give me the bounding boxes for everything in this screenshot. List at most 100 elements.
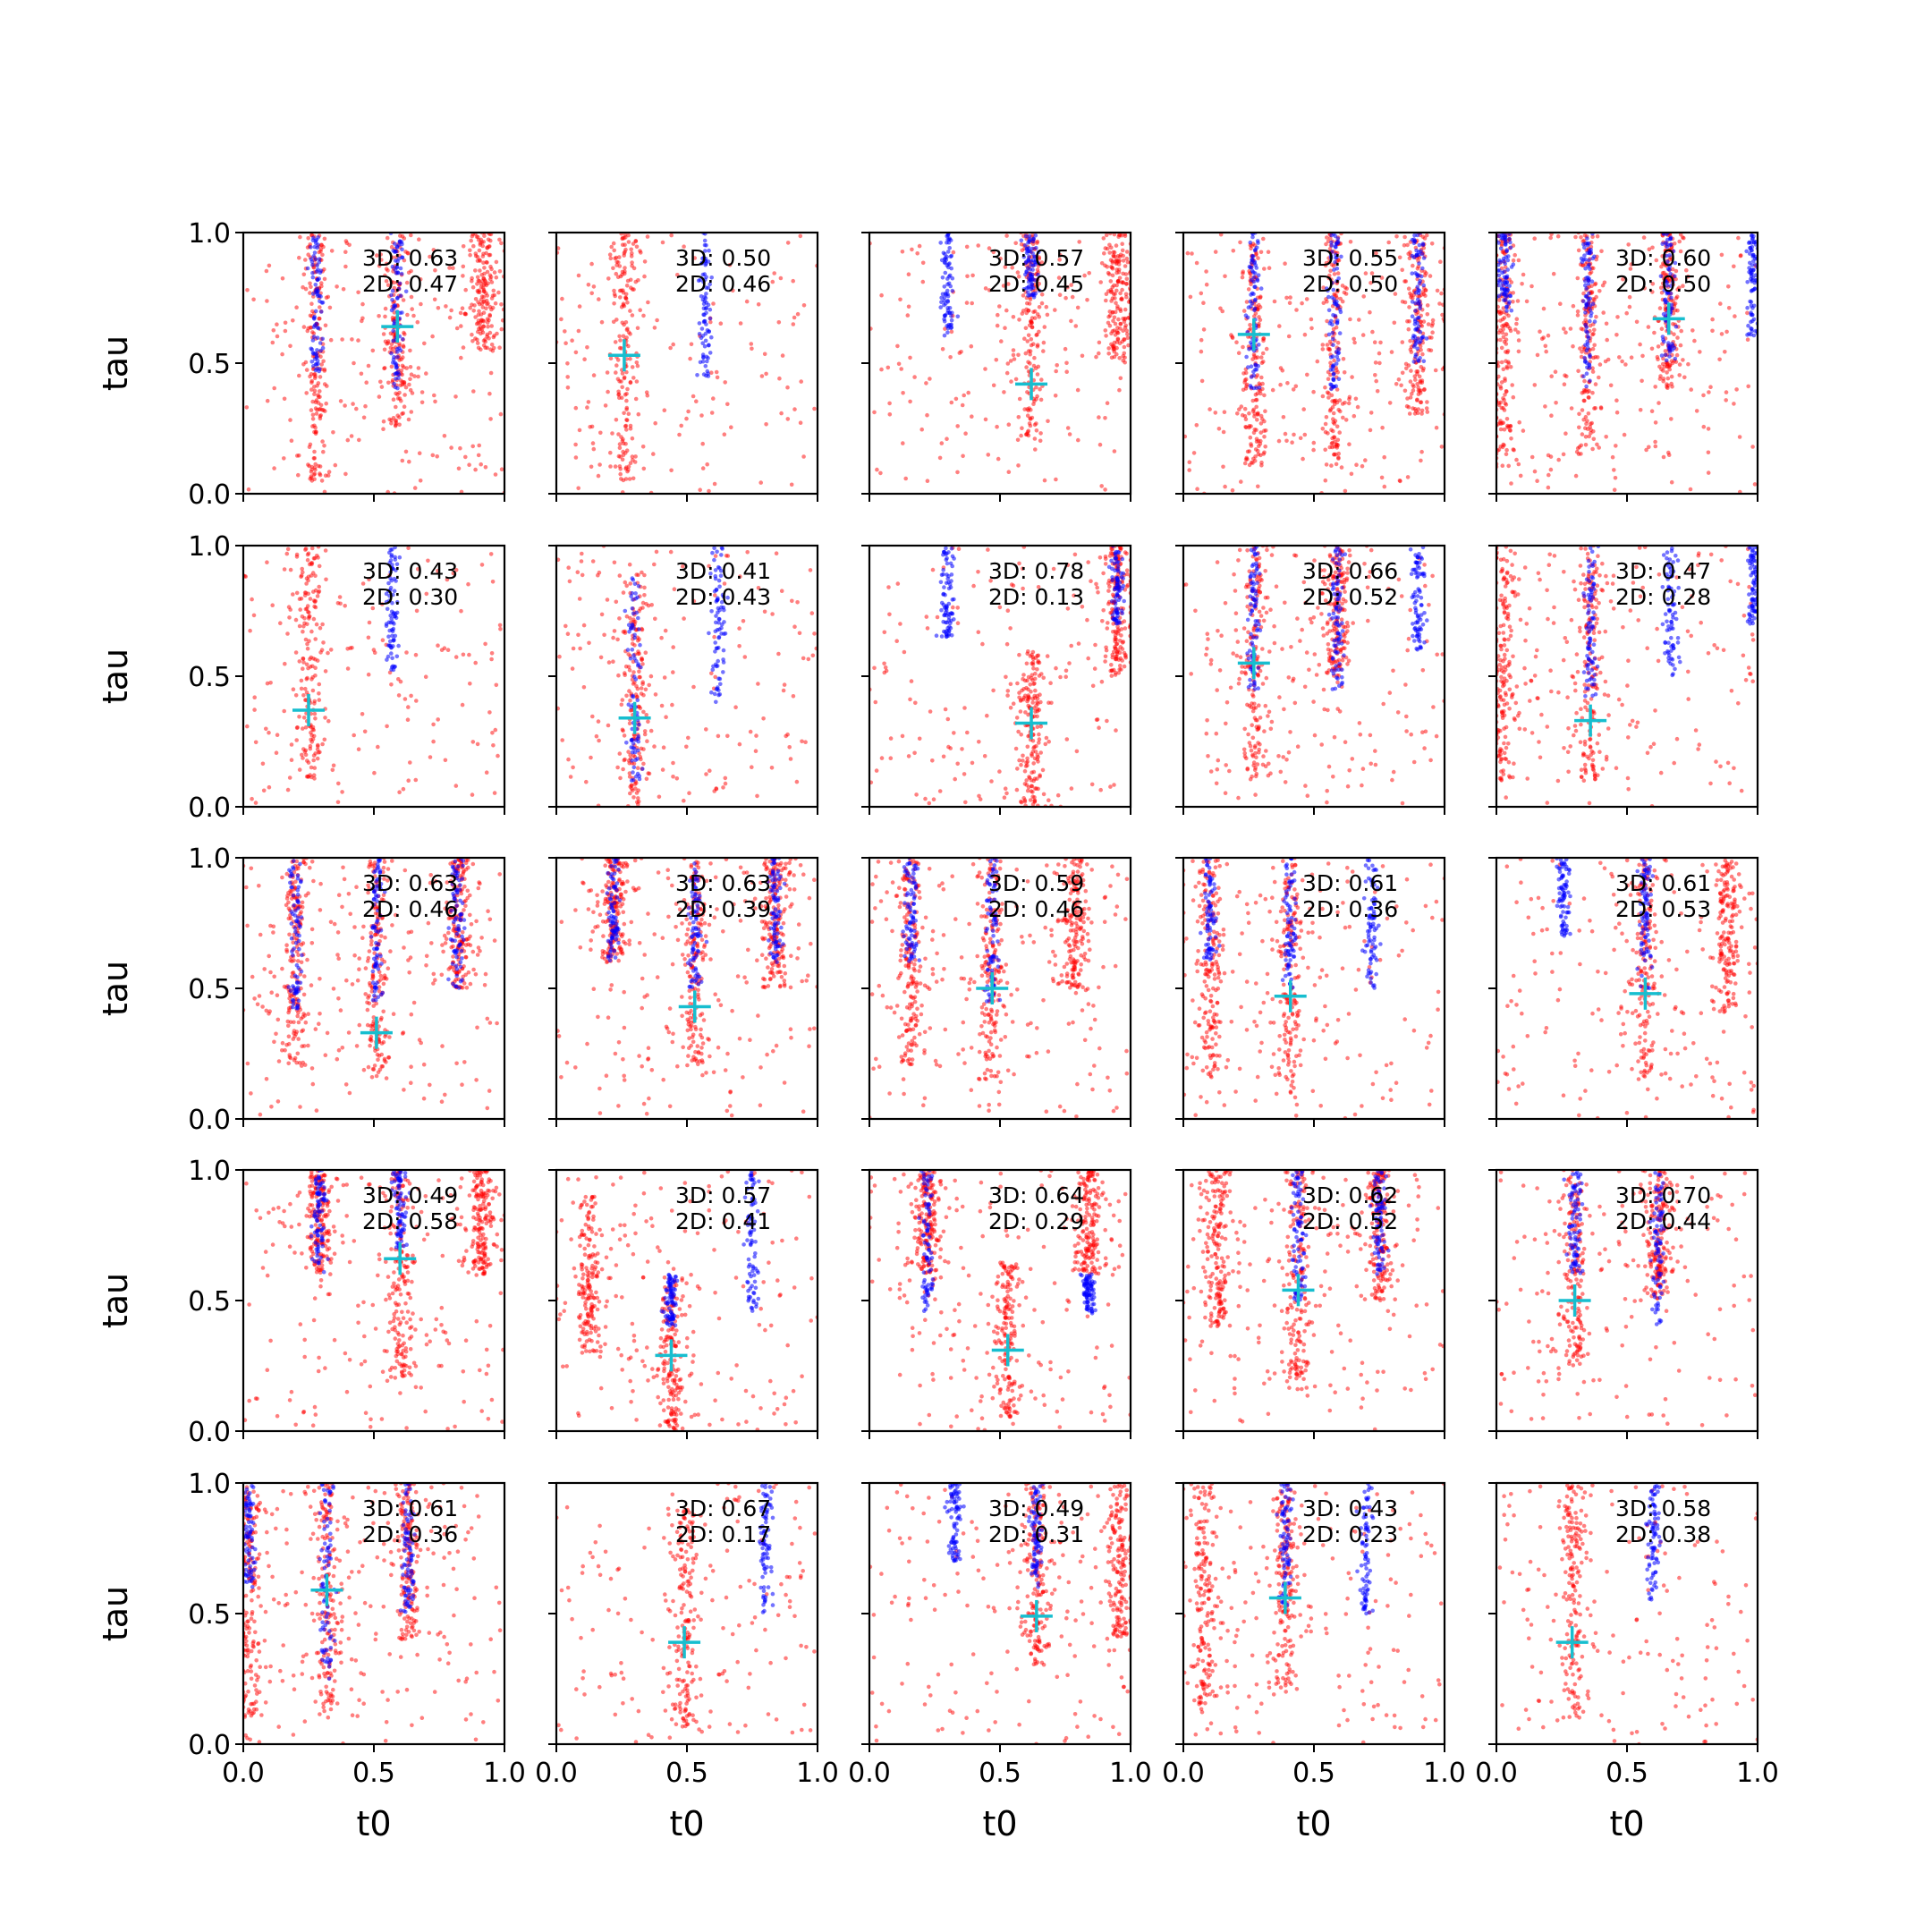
scatter-point <box>1544 349 1548 354</box>
scatter-point <box>386 598 392 603</box>
scatter-point <box>1426 322 1431 326</box>
scatter-point <box>1660 270 1665 275</box>
scatter-point <box>488 347 493 352</box>
scatter-point <box>309 561 314 565</box>
scatter-point <box>1430 321 1436 326</box>
scatter-point <box>710 667 716 673</box>
scatter-point <box>1286 334 1292 339</box>
scatter-point <box>1334 245 1338 250</box>
scatter-point <box>321 640 326 645</box>
scatter-point <box>393 424 398 428</box>
scatter-point <box>636 638 640 643</box>
scatter-point <box>1686 274 1690 279</box>
scatter-point <box>631 795 636 800</box>
scatter-point <box>1063 295 1068 301</box>
scatter-point <box>314 398 319 402</box>
scatter-point <box>955 621 961 625</box>
scatter-point <box>341 287 346 292</box>
scatter-point <box>1580 408 1585 412</box>
scatter-point <box>1294 308 1299 312</box>
scatter-point <box>721 785 725 790</box>
scatter-point <box>707 329 711 334</box>
scatter-point <box>480 279 485 284</box>
scatter-point <box>326 650 330 656</box>
scatter-point <box>1187 468 1191 472</box>
scatter-point <box>717 617 722 622</box>
scatter-point <box>584 779 589 784</box>
scatter-point <box>1293 384 1299 389</box>
scatter-point <box>328 648 334 652</box>
scatter-point <box>1530 454 1535 460</box>
scatter-point <box>1497 311 1503 317</box>
scatter-point <box>1013 377 1019 382</box>
scatter-point <box>408 348 412 353</box>
scatter-point <box>309 765 314 770</box>
scatter-point <box>1430 330 1435 335</box>
scatter-point <box>371 648 377 652</box>
scatter-point <box>318 394 322 400</box>
scatter-point <box>1419 324 1425 328</box>
scatter-point <box>925 412 929 418</box>
scatter-point <box>565 361 570 366</box>
scatter-point <box>640 600 646 606</box>
scatter-point <box>1516 349 1521 354</box>
scatter-point <box>389 292 394 298</box>
scatter-point <box>1112 449 1117 453</box>
scatter-point <box>1126 343 1131 348</box>
scatter-point <box>671 760 675 766</box>
scatter-point <box>322 737 327 742</box>
scatter-point <box>1301 456 1305 462</box>
scatter-point <box>1661 311 1666 317</box>
scatter-point <box>1027 249 1031 254</box>
scatter-point <box>1439 445 1445 449</box>
scatter-point <box>1587 434 1591 439</box>
scatter-point <box>461 652 466 657</box>
scatter-point <box>479 294 485 299</box>
scatter-point <box>478 258 482 263</box>
scatter-point <box>1298 436 1303 441</box>
scatter-point <box>930 758 935 763</box>
scatter-point <box>630 454 635 459</box>
scatter-point <box>1011 352 1016 358</box>
scatter-point <box>428 254 432 259</box>
scatter-point <box>1281 415 1286 419</box>
scatter-point <box>308 597 313 601</box>
scatter-point <box>628 309 632 313</box>
scatter-point <box>702 318 707 324</box>
scatter-point <box>686 735 691 741</box>
scatter-point <box>1580 263 1585 267</box>
scatter-point <box>1675 287 1680 292</box>
scatter-point <box>397 790 402 794</box>
scatter-point <box>301 570 305 575</box>
scatter-point <box>1253 398 1258 402</box>
scatter-point <box>634 244 640 250</box>
scatter-point <box>1416 359 1421 363</box>
scatter-point <box>1599 249 1604 254</box>
scatter-point <box>488 552 494 556</box>
scatter-point <box>1026 428 1031 434</box>
scatter-point <box>1341 415 1345 420</box>
scatter-point <box>1504 337 1509 343</box>
scatter-point <box>1334 241 1339 246</box>
scatter-point <box>1283 431 1288 436</box>
scatter-point <box>1251 456 1256 462</box>
scatter-point <box>397 422 402 428</box>
scatter-point <box>366 672 371 677</box>
scatter-point <box>987 246 992 250</box>
scatter-point <box>405 312 410 318</box>
scatter-point <box>1689 387 1693 392</box>
scatter-point <box>712 546 716 551</box>
scatter-point <box>1717 357 1722 362</box>
scatter-point <box>1330 440 1335 445</box>
scatter-point <box>560 738 564 742</box>
scatter-point <box>1332 272 1337 276</box>
scatter-point <box>1424 233 1429 238</box>
scatter-point <box>484 259 489 265</box>
scatter-point <box>252 708 257 712</box>
scatter-point <box>698 487 702 492</box>
scatter-point <box>1614 410 1620 415</box>
scatter-point <box>1658 274 1664 279</box>
scatter-point <box>1208 407 1212 411</box>
scatter-point <box>392 638 396 643</box>
scatter-point <box>379 385 385 389</box>
